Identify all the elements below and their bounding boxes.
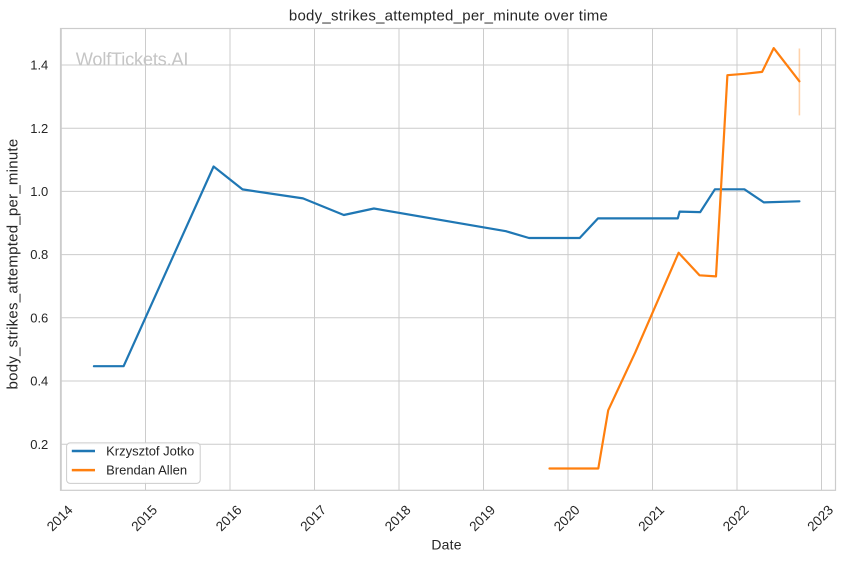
svg-text:WolfTickets.AI: WolfTickets.AI xyxy=(76,49,188,69)
svg-text:0.2: 0.2 xyxy=(30,437,48,452)
svg-text:Krzysztof Jotko: Krzysztof Jotko xyxy=(106,444,194,459)
svg-text:body_strikes_attempted_per_min: body_strikes_attempted_per_minute over t… xyxy=(289,7,608,24)
svg-text:1.0: 1.0 xyxy=(30,184,48,199)
svg-text:0.8: 0.8 xyxy=(30,247,48,262)
svg-text:Brendan Allen: Brendan Allen xyxy=(106,463,187,478)
svg-text:0.4: 0.4 xyxy=(30,374,48,389)
svg-text:0.6: 0.6 xyxy=(30,310,48,325)
svg-text:1.4: 1.4 xyxy=(30,58,48,73)
svg-text:1.2: 1.2 xyxy=(30,121,48,136)
svg-text:Date: Date xyxy=(431,536,461,552)
svg-text:body_strikes_attempted_per_min: body_strikes_attempted_per_minute xyxy=(5,139,22,390)
